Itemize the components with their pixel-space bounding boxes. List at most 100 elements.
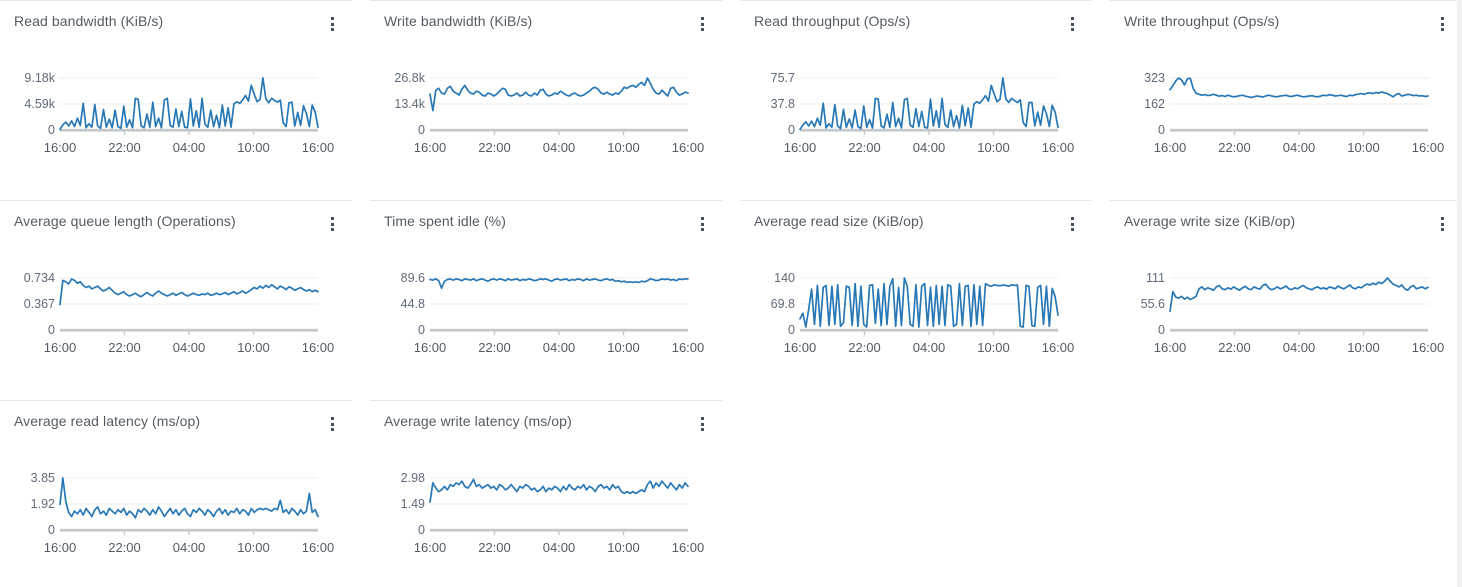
chart-plot: 3.85 1.92 0	[14, 464, 338, 537]
vertical-ellipsis-icon	[331, 417, 334, 431]
x-axis-baseline	[430, 528, 688, 532]
y-axis: 0.734 0.367 0	[14, 264, 60, 337]
chart-card-1: Read bandwidth (KiB/s) 9.18k 4.59k 0 16:00…	[0, 0, 352, 200]
plot-area	[800, 264, 1058, 336]
y-tick-label: 0.367	[23, 297, 55, 311]
chart-menu-button[interactable]	[327, 14, 338, 34]
vertical-ellipsis-icon	[331, 17, 334, 31]
y-tick-label: 111	[1145, 271, 1165, 285]
plot-area	[60, 464, 318, 536]
x-tick-label: 10:00	[607, 140, 640, 155]
plot-area	[60, 264, 318, 336]
x-tick-label: 22:00	[478, 140, 511, 155]
chart-title: Read bandwidth (KiB/s)	[14, 13, 164, 29]
x-axis-tick	[1362, 331, 1365, 336]
x-axis-tick	[992, 331, 995, 336]
x-axis-baseline	[430, 128, 688, 132]
y-tick-label: 0	[788, 123, 795, 137]
y-axis: 26.8k 13.4k 0	[384, 64, 430, 137]
y-tick-label: 0	[418, 123, 425, 137]
plot-area	[800, 64, 1058, 136]
y-tick-label: 0.734	[23, 271, 55, 285]
x-tick-label: 16:00	[1411, 340, 1445, 355]
plot-area	[1170, 64, 1428, 136]
line-chart	[1170, 264, 1428, 336]
x-tick-label: 04:00	[172, 540, 206, 555]
x-axis-baseline	[1170, 128, 1428, 132]
y-tick-label: 162	[1144, 97, 1165, 111]
vertical-ellipsis-icon	[701, 417, 704, 431]
chart-plot: 140 69.8 0	[754, 264, 1078, 337]
x-tick-label: 10:00	[1347, 140, 1380, 155]
x-axis-tick	[992, 131, 995, 136]
x-tick-label: 04:00	[1282, 140, 1316, 155]
chart-menu-button[interactable]	[1067, 14, 1078, 34]
vertical-ellipsis-icon	[1071, 217, 1074, 231]
x-tick-label: 22:00	[848, 140, 881, 155]
x-tick-label: 04:00	[912, 140, 946, 155]
chart-title: Write throughput (Ops/s)	[1124, 13, 1280, 29]
y-tick-label: 0	[418, 523, 425, 537]
x-axis-baseline	[430, 328, 688, 332]
x-axis-tick	[622, 331, 625, 336]
y-tick-label: 140	[774, 271, 795, 285]
x-axis: 16:00 22:00 04:00 10:00 16:00	[414, 540, 705, 558]
y-tick-label: 13.4k	[394, 97, 425, 111]
chart-menu-button[interactable]	[1437, 14, 1448, 34]
chart-plot: 111 55.6 0	[1124, 264, 1448, 337]
chart-plot: 2.98 1.49 0	[384, 464, 708, 537]
y-tick-label: 3.85	[30, 471, 55, 485]
plot-area	[430, 64, 688, 136]
x-tick-label: 10:00	[237, 540, 270, 555]
data-series	[1170, 278, 1428, 311]
chart-menu-button[interactable]	[697, 414, 708, 434]
chart-title: Average write latency (ms/op)	[384, 413, 572, 429]
chart-card-2: Write bandwidth (KiB/s) 26.8k 13.4k 0 16:0…	[370, 0, 722, 200]
x-tick-label: 16:00	[1041, 340, 1075, 355]
y-axis: 3.85 1.92 0	[14, 464, 60, 537]
x-axis: 16:00 22:00 04:00 10:00 16:00	[1154, 340, 1445, 358]
x-axis: 16:00 22:00 04:00 10:00 16:00	[414, 140, 705, 158]
chart-menu-button[interactable]	[1067, 214, 1078, 234]
x-tick-label: 16:00	[413, 540, 447, 555]
chart-card-4: Write throughput (Ops/s) 323 162 0 16:00 22…	[1110, 0, 1462, 200]
x-tick-label: 16:00	[43, 340, 77, 355]
data-series	[430, 279, 688, 288]
y-axis: 140 69.8 0	[754, 264, 800, 337]
chart-header: Average read size (KiB/op)	[754, 213, 1078, 234]
chart-plot: 9.18k 4.59k 0	[14, 64, 338, 137]
chart-menu-button[interactable]	[697, 214, 708, 234]
x-axis-tick	[558, 331, 560, 336]
x-axis-baseline	[800, 128, 1058, 132]
x-tick-label: 16:00	[43, 540, 77, 555]
x-axis: 16:00 22:00 04:00 10:00 16:00	[44, 340, 335, 358]
vertical-ellipsis-icon	[331, 217, 334, 231]
x-axis: 16:00 22:00 04:00 10:00 16:00	[784, 140, 1075, 158]
chart-card-7: Average read size (KiB/op) 140 69.8 0 16:0…	[740, 200, 1092, 400]
line-chart	[800, 64, 1058, 136]
y-axis: 2.98 1.49 0	[384, 464, 430, 537]
x-tick-label: 16:00	[1411, 140, 1445, 155]
data-series	[800, 278, 1058, 327]
x-axis-tick	[188, 131, 190, 136]
x-axis-tick	[1298, 131, 1300, 136]
x-tick-label: 22:00	[108, 540, 141, 555]
chart-menu-button[interactable]	[327, 214, 338, 234]
x-tick-label: 16:00	[1153, 340, 1187, 355]
x-axis: 16:00 22:00 04:00 10:00 16:00	[784, 340, 1075, 358]
y-tick-label: 44.8	[400, 297, 425, 311]
chart-menu-button[interactable]	[327, 414, 338, 434]
chart-menu-button[interactable]	[1437, 214, 1448, 234]
x-axis-tick	[123, 131, 126, 136]
chart-card-3: Read throughput (Ops/s) 75.7 37.8 0 16:00 2…	[740, 0, 1092, 200]
plot-area	[60, 64, 318, 136]
x-tick-label: 10:00	[607, 540, 640, 555]
data-series	[1170, 78, 1428, 98]
y-tick-label: 0	[1158, 323, 1165, 337]
y-tick-label: 9.18k	[24, 71, 55, 85]
y-tick-label: 0	[48, 523, 55, 537]
x-tick-label: 16:00	[783, 340, 817, 355]
x-axis-tick	[863, 331, 866, 336]
chart-menu-button[interactable]	[697, 14, 708, 34]
